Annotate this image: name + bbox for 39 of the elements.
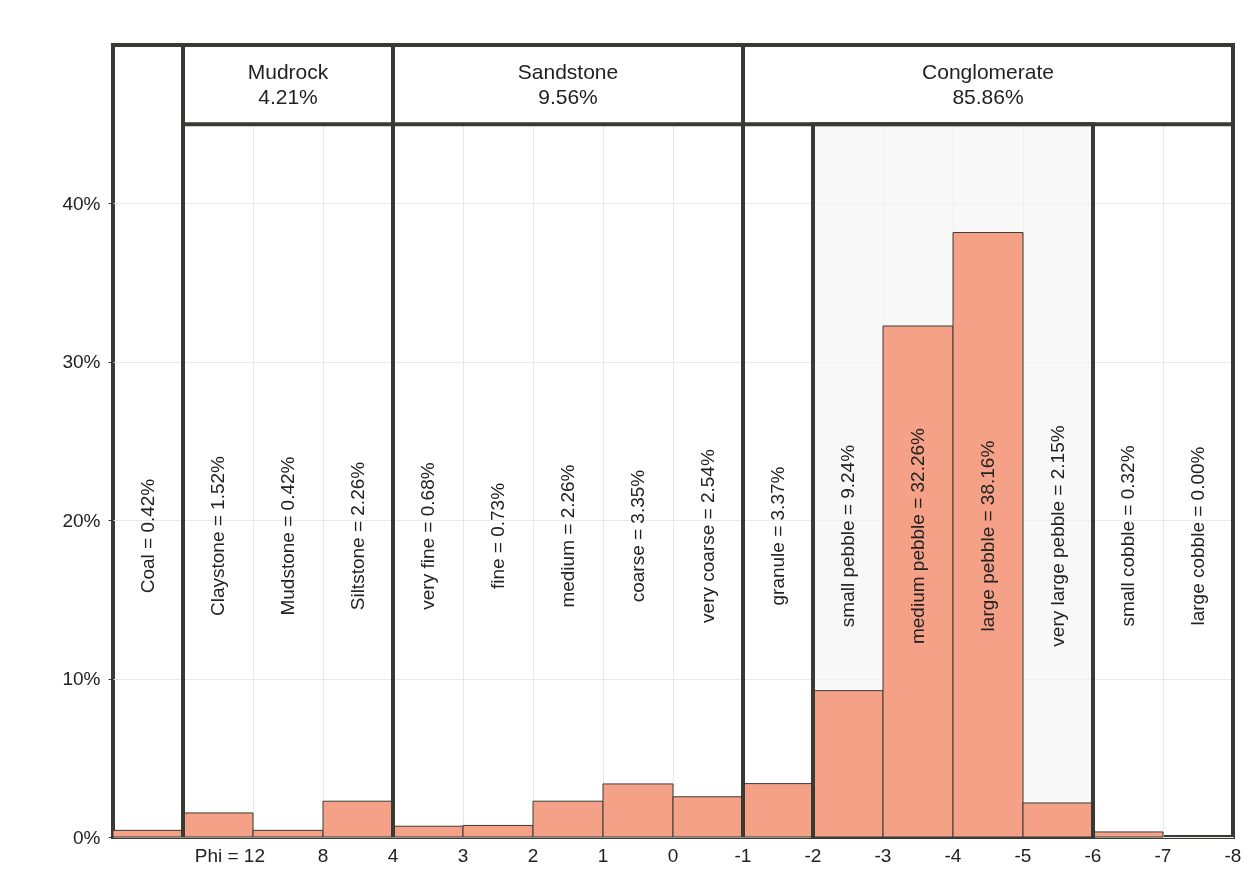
text: -7 (1154, 845, 1172, 866)
text: 4 (387, 845, 399, 866)
band-label: Conglomerate 85.86% (922, 59, 1054, 108)
text: 3 (457, 845, 469, 866)
x-tick-label: small pebble = 9.24% (837, 444, 858, 628)
text: -3 (874, 845, 892, 866)
y-tick-label: 10% (62, 668, 101, 690)
text: -4 (944, 845, 962, 866)
y-tick-label: 0% (73, 826, 101, 848)
band-label: Sandstone 9.56% (517, 59, 619, 108)
x-tick-label: fine = 0.73% (487, 482, 508, 590)
text: -6 (1084, 845, 1102, 866)
x-tick-label: medium pebble = 32.26% (907, 427, 928, 645)
x-tick-label: small cobble = 0.32% (1117, 445, 1138, 627)
text: 2 (527, 845, 539, 866)
x-tick-label: coarse = 3.35% (627, 469, 648, 603)
y-tick-label: 20% (62, 509, 101, 531)
x-tick-label: large pebble = 38.16% (977, 440, 998, 632)
x-tick-label: Coal = 0.42% (137, 478, 158, 594)
text: Phi = 12 (194, 845, 265, 866)
x-tick-label: Claystone = 1.52% (207, 455, 228, 617)
x-tick-label: very fine = 0.68% (417, 462, 438, 610)
text: -8 (1224, 845, 1242, 866)
x-tick-label: very large pebble = 2.15% (1047, 425, 1068, 647)
text: 8 (317, 845, 329, 866)
x-tick-label: large cobble = 0.00% (1187, 446, 1208, 626)
x-tick-label: medium = 2.26% (557, 464, 578, 608)
x-tick-label: Mudstone = 0.42% (277, 456, 298, 616)
x-tick-label: granule = 3.37% (767, 466, 788, 606)
y-tick-label: 30% (62, 351, 101, 373)
text: -5 (1014, 845, 1032, 866)
text: 0 (667, 845, 679, 866)
y-tick-label: 40% (62, 192, 101, 214)
band-label: Mudrock 4.21% (247, 59, 329, 108)
x-tick-label: Siltstone = 2.26% (347, 461, 368, 611)
text: -2 (804, 845, 822, 866)
x-tick-label: very coarse = 2.54% (697, 449, 718, 623)
text: 1 (597, 845, 609, 866)
text: -1 (734, 845, 752, 866)
